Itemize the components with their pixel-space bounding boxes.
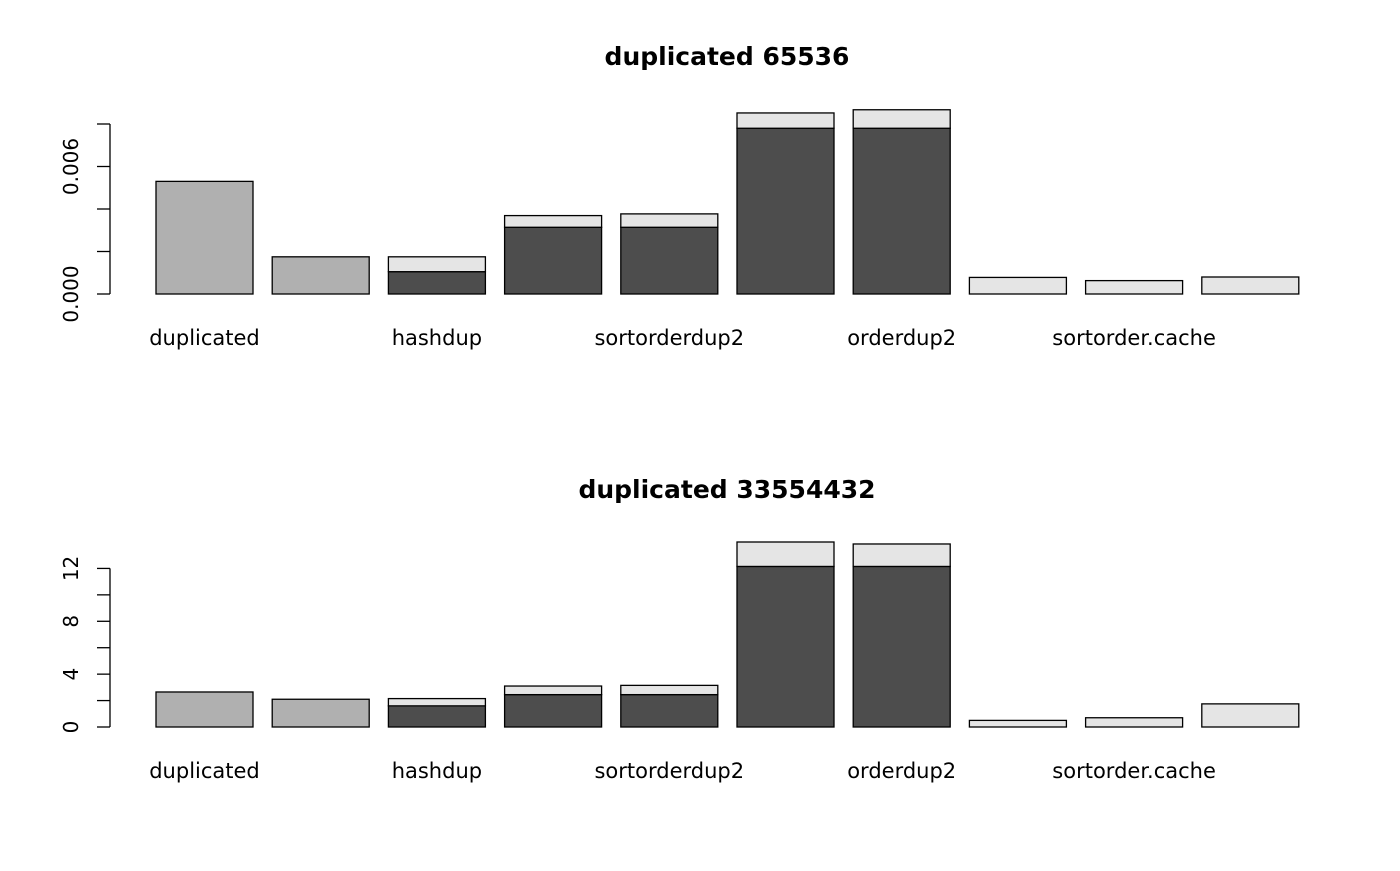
bar-segment [503,226,603,295]
bar-segment [1084,717,1184,728]
bar-segment [736,127,835,295]
bar-segment [387,705,487,728]
bar-segment [271,698,370,728]
y-tick-label: 12 [59,556,83,581]
bar-segment [155,691,254,728]
bar-segment [387,697,487,707]
bar-segment [852,565,951,728]
chart-title: duplicated 33554432 [578,475,875,504]
bar-segment [620,226,719,295]
bar-segment [503,214,603,228]
category-label: orderdup2 [847,326,956,350]
category-label: hashdup [392,759,482,783]
bar-segment [387,256,487,273]
category-label: sortorderdup2 [594,326,744,350]
category-label: hashdup [392,326,482,350]
bar-segment [736,541,835,568]
category-label: sortorderdup2 [594,759,744,783]
bar-segment [736,565,835,728]
bar-segment [620,213,719,228]
y-tick-label: 0 [59,721,83,734]
bar-segment [620,693,719,728]
bar-segment [1201,703,1300,728]
category-label: sortorder.cache [1052,326,1216,350]
bar-segment [155,180,254,295]
bar-segment [852,543,951,568]
y-tick-label: 8 [59,615,83,628]
bar-segment [387,271,487,295]
category-label: sortorder.cache [1052,759,1216,783]
bar-segment [271,256,370,295]
bar-segment [503,693,603,728]
chart-title: duplicated 65536 [605,42,850,71]
bar-segment [620,684,719,696]
category-label: orderdup2 [847,759,956,783]
bar-segment [1084,279,1184,295]
category-label: duplicated [149,759,260,783]
bar-segment [852,109,951,129]
y-tick-label: 0.000 [59,265,83,322]
category-label: duplicated [149,326,260,350]
bar-segment [968,276,1068,295]
bar-segment [1201,276,1300,295]
y-tick-label: 4 [59,668,83,681]
bar-segment [968,719,1068,728]
bar-segment [852,127,951,295]
bar-segment [503,685,603,696]
bar-segment [736,112,835,129]
y-tick-label: 0.006 [59,138,83,195]
